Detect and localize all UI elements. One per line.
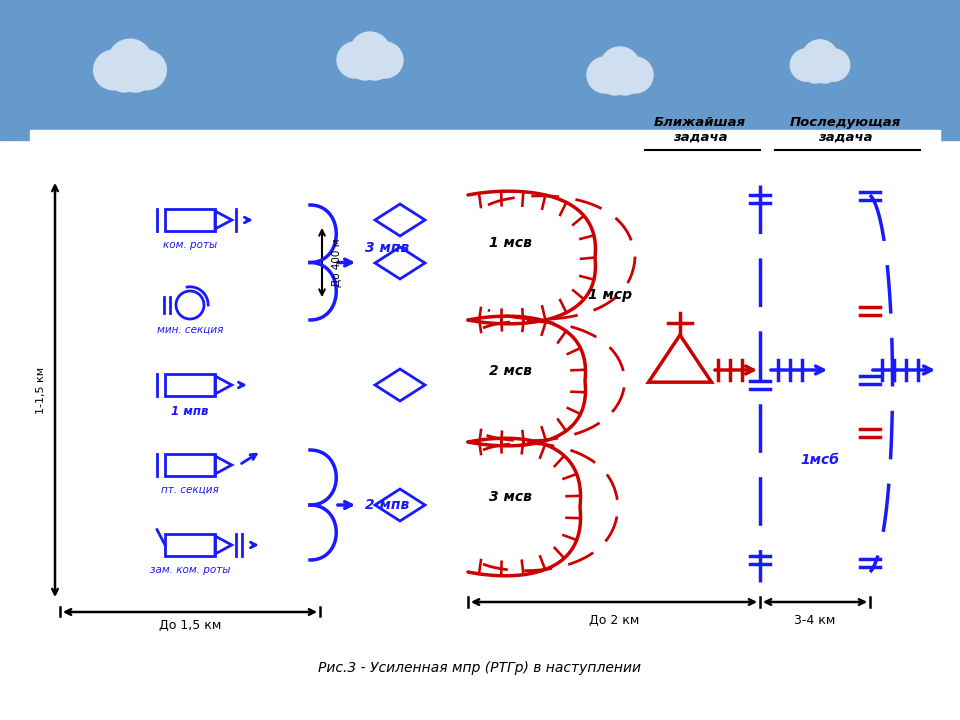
Bar <box>165 374 215 396</box>
Text: 3 мсв: 3 мсв <box>489 490 532 504</box>
Text: 1 мсв: 1 мсв <box>489 236 532 250</box>
Circle shape <box>802 40 838 76</box>
Circle shape <box>600 47 640 87</box>
Bar <box>165 534 215 556</box>
Circle shape <box>802 56 829 83</box>
Text: 1-1,5 км: 1-1,5 км <box>36 366 46 413</box>
Text: Ближайшая
задача: Ближайшая задача <box>654 116 746 144</box>
Text: Рис.3 - Усиленная мпр (РТГр) в наступлении: Рис.3 - Усиленная мпр (РТГр) в наступлен… <box>319 661 641 675</box>
Circle shape <box>360 50 390 80</box>
Text: 2 мпв: 2 мпв <box>365 498 409 512</box>
Circle shape <box>94 50 133 90</box>
Circle shape <box>350 50 380 80</box>
Circle shape <box>617 57 653 93</box>
Text: До 2 км: До 2 км <box>588 613 639 626</box>
Text: мин. секция: мин. секция <box>156 325 223 335</box>
Text: пт. секция: пт. секция <box>161 485 219 495</box>
Circle shape <box>337 42 373 78</box>
Circle shape <box>600 65 630 95</box>
Text: 1 мпв: 1 мпв <box>171 405 208 418</box>
Bar <box>165 209 215 231</box>
Circle shape <box>367 42 403 78</box>
Circle shape <box>811 56 838 83</box>
Circle shape <box>127 50 166 90</box>
Text: 3-4 км: 3-4 км <box>794 613 836 626</box>
Bar <box>0 0 960 140</box>
Text: ком. роты: ком. роты <box>163 240 217 250</box>
Bar <box>30 130 940 640</box>
Circle shape <box>790 49 823 81</box>
Circle shape <box>108 39 152 84</box>
Text: зам. ком. роты: зам. ком. роты <box>150 565 230 575</box>
Text: До 400 м: До 400 м <box>332 238 342 287</box>
Text: 2 мсв: 2 мсв <box>489 364 532 378</box>
Text: 1мсб: 1мсб <box>801 453 839 467</box>
Circle shape <box>610 65 640 95</box>
Bar <box>165 454 215 476</box>
Circle shape <box>350 32 390 72</box>
Circle shape <box>587 57 623 93</box>
Text: 1 мср: 1 мср <box>588 288 632 302</box>
Text: Последующая
задача: Последующая задача <box>789 116 900 144</box>
Circle shape <box>817 49 850 81</box>
Text: До 1,5 км: До 1,5 км <box>158 618 221 631</box>
Circle shape <box>108 59 141 92</box>
Circle shape <box>119 59 152 92</box>
Text: 3 мпв: 3 мпв <box>365 240 409 254</box>
